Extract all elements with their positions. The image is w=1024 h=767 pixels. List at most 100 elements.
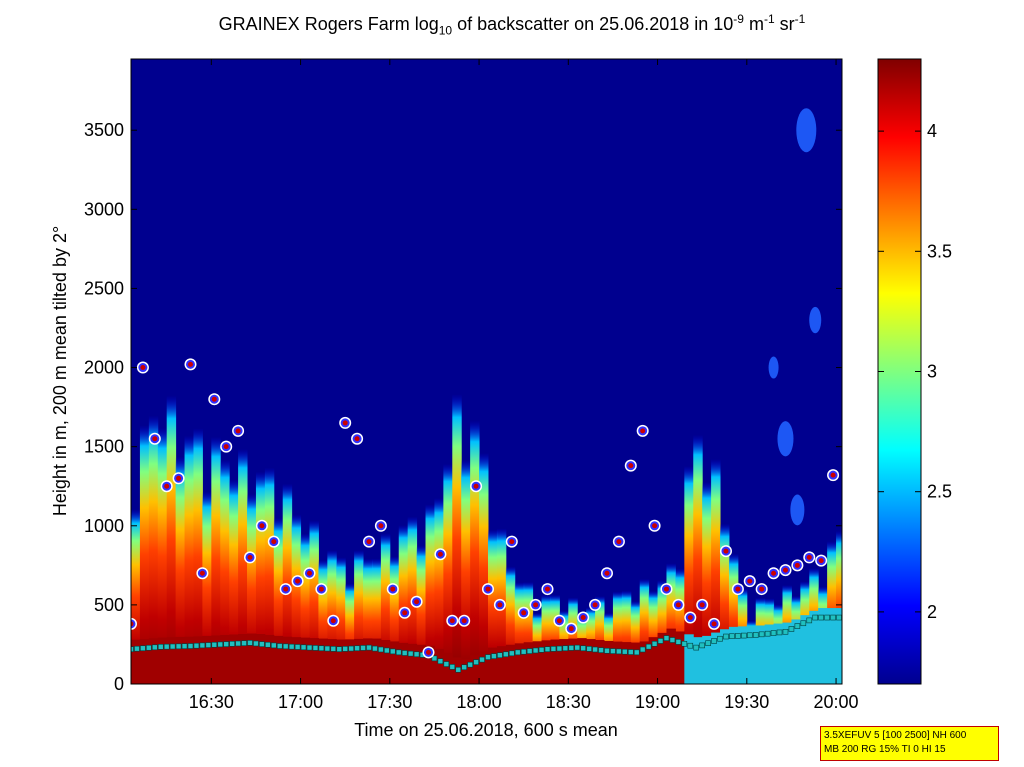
gradient-marker	[592, 602, 598, 608]
gradient-marker	[806, 554, 812, 560]
heatmap-column	[684, 465, 694, 684]
y-tick-label: 500	[94, 595, 124, 615]
y-tick-label: 2000	[84, 358, 124, 378]
surface-layer-cell	[363, 638, 373, 684]
cloud-base-marker	[294, 644, 301, 650]
surface-layer-cell	[193, 636, 203, 684]
heatmap-column	[523, 581, 534, 684]
cloud-base-marker	[389, 648, 396, 655]
cloud-base-marker	[532, 647, 539, 654]
cloud-patch	[809, 306, 822, 334]
heatmap-column	[175, 456, 186, 684]
surface-layer-cell	[541, 640, 551, 684]
gradient-marker	[580, 615, 586, 621]
gradient-marker	[544, 586, 550, 592]
gradient-marker	[354, 436, 360, 442]
heatmap-column	[630, 601, 641, 684]
x-tick-label: 18:30	[546, 692, 591, 712]
surface-layer-cell	[157, 637, 168, 684]
heatmap-column	[720, 523, 730, 684]
gradient-marker	[640, 428, 646, 434]
y-tick-label: 2500	[84, 278, 124, 298]
gradient-marker	[628, 463, 634, 469]
surface-layer-cell	[818, 608, 828, 684]
surface-layer-cell	[309, 638, 319, 684]
y-tick-label: 3000	[84, 199, 124, 219]
gradient-marker	[473, 483, 479, 489]
heatmap-column	[238, 448, 248, 684]
surface-layer-cell	[621, 642, 632, 684]
heatmap-column	[336, 557, 346, 684]
cloud-base-marker	[318, 645, 325, 652]
cloud-base-marker	[140, 645, 146, 652]
surface-layer-cell	[255, 634, 266, 684]
cloud-base-marker	[741, 632, 747, 639]
cloud-base-marker	[818, 614, 824, 621]
heatmap-column	[220, 459, 230, 684]
surface-layer-cell	[398, 642, 409, 684]
surface-layer-cell	[675, 631, 685, 684]
cloud-base-marker	[181, 643, 188, 649]
surface-layer-cell	[470, 655, 480, 684]
surface-layer-cell	[175, 636, 186, 684]
cloud-base-marker	[485, 654, 491, 660]
surface-layer-cell	[461, 659, 471, 684]
heatmap-column	[139, 425, 150, 684]
heatmap-column	[666, 563, 676, 684]
y-axis-label: Height in m, 200 m mean tilted by 2°	[50, 226, 70, 516]
surface-layer-cell	[532, 641, 543, 684]
cloud-base-marker	[401, 650, 408, 656]
cloud-base-marker	[806, 617, 813, 624]
surface-layer-cell	[559, 639, 569, 684]
gradient-marker	[509, 539, 515, 545]
cloud-base-marker	[657, 638, 664, 644]
colorbar-tick-label: 2.5	[927, 482, 952, 502]
cloud-patch	[796, 108, 817, 153]
heatmap-column	[398, 525, 409, 684]
cloud-base-marker	[514, 649, 521, 656]
heatmap-column	[434, 497, 444, 684]
heatmap-column	[514, 582, 525, 684]
y-tick-label: 3500	[84, 120, 124, 140]
gradient-marker	[699, 602, 705, 608]
cloud-base-marker	[437, 658, 444, 665]
cloud-base-marker	[193, 642, 200, 649]
surface-layer-cell	[416, 644, 427, 684]
gradient-marker	[131, 621, 134, 627]
heatmap-column	[148, 415, 159, 684]
heatmap-column	[541, 595, 551, 684]
heatmap-column	[487, 529, 498, 684]
heatmap-column	[452, 394, 462, 684]
gradient-marker	[461, 618, 467, 624]
surface-layer-cell	[479, 651, 489, 684]
cloud-base-marker	[788, 626, 795, 632]
surface-layer-cell	[728, 626, 739, 684]
heatmap-column	[291, 514, 302, 684]
heatmap-column	[345, 583, 355, 684]
cloud-base-marker	[562, 645, 569, 652]
cloud-base-marker	[187, 643, 194, 649]
surface-layer-cell	[711, 632, 721, 684]
surface-layer-cell	[264, 634, 275, 684]
surface-layer-cell	[282, 636, 293, 684]
cloud-base-marker	[473, 659, 479, 665]
cloud-base-marker	[306, 644, 313, 651]
cloud-base-marker	[131, 646, 134, 652]
surface-layer-cell	[800, 615, 810, 684]
cloud-base-marker	[229, 641, 235, 647]
cloud-base-marker	[336, 646, 343, 652]
cloud-base-marker	[276, 643, 283, 649]
cloud-base-marker	[479, 656, 485, 663]
cloud-base-marker	[836, 614, 842, 621]
surface-layer-cell	[630, 642, 641, 684]
cloud-base-marker	[366, 644, 372, 651]
cloud-base-marker	[717, 635, 723, 642]
heatmap-column	[416, 545, 427, 684]
cloud-base-marker	[675, 639, 682, 645]
cloud-base-marker	[235, 640, 241, 647]
surface-layer-cell	[354, 638, 364, 684]
cloud-base-marker	[413, 651, 420, 658]
gradient-marker	[711, 621, 717, 627]
cloud-base-marker	[288, 643, 295, 650]
surface-layer-cell	[639, 641, 650, 684]
